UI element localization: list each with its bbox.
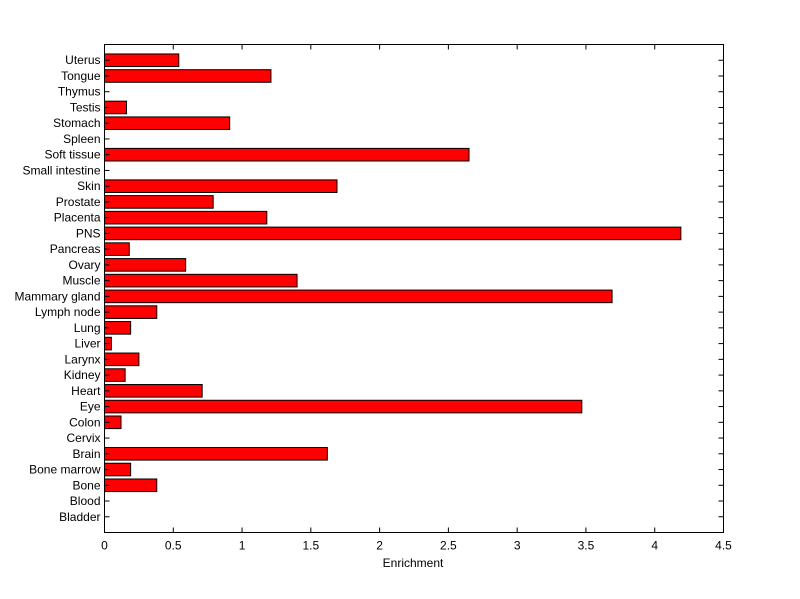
y-tick-label: Prostate bbox=[56, 195, 101, 209]
y-tick-label: Colon bbox=[69, 415, 100, 429]
y-tick-label: Stomach bbox=[53, 116, 100, 130]
y-tick-label: Skin bbox=[77, 179, 100, 193]
x-tick-label: 2.5 bbox=[440, 539, 457, 553]
y-tick-label: Cervix bbox=[66, 431, 100, 445]
y-tick-label: Bladder bbox=[59, 510, 100, 524]
bar-skin bbox=[104, 179, 338, 193]
bar-muscle bbox=[104, 273, 298, 288]
bar-stomach bbox=[104, 116, 231, 131]
plot-frame bbox=[104, 44, 724, 533]
bar-mammary-gland bbox=[104, 289, 613, 304]
bar-ovary bbox=[104, 258, 187, 272]
y-tick-label: Brain bbox=[72, 447, 100, 461]
x-tick-label: 4 bbox=[651, 539, 658, 553]
bar-uterus bbox=[104, 53, 180, 68]
y-tick-label: Larynx bbox=[64, 352, 100, 366]
bar-larynx bbox=[104, 352, 140, 367]
bar-tongue bbox=[104, 69, 272, 83]
y-tick-label: Lymph node bbox=[35, 305, 101, 319]
y-tick-label: PNS bbox=[76, 226, 101, 240]
x-tick-label: 2 bbox=[376, 539, 383, 553]
y-tick-label: Testis bbox=[70, 100, 101, 114]
y-tick-label: Lung bbox=[74, 321, 101, 335]
y-tick-label: Kidney bbox=[64, 368, 101, 382]
y-tick-label: Small intestine bbox=[22, 163, 100, 177]
x-tick-label: 0.5 bbox=[165, 539, 182, 553]
bar-brain bbox=[104, 446, 328, 461]
y-tick-label: Tongue bbox=[61, 69, 101, 83]
y-tick-label: Pancreas bbox=[50, 242, 101, 256]
bar-soft-tissue bbox=[104, 147, 470, 162]
x-tick-label: 4.5 bbox=[715, 539, 732, 553]
bar-placenta bbox=[104, 210, 268, 225]
x-tick-label: 3.5 bbox=[578, 539, 595, 553]
x-tick-label: 1.5 bbox=[302, 539, 319, 553]
y-tick-label: Liver bbox=[74, 337, 100, 351]
y-tick-label: Ovary bbox=[68, 258, 100, 272]
y-tick-label: Thymus bbox=[58, 85, 101, 99]
bar-bone bbox=[104, 478, 158, 493]
y-tick-label: Muscle bbox=[62, 274, 100, 288]
y-tick-label: Blood bbox=[70, 494, 101, 508]
y-tick-label: Eye bbox=[80, 400, 101, 414]
bar-prostate bbox=[104, 195, 214, 209]
y-tick-label: Soft tissue bbox=[44, 148, 100, 162]
x-axis: 0 0.5 1 1.5 2 2.5 3 3.5 4 4.5 bbox=[101, 44, 732, 553]
x-axis-label: Enrichment bbox=[383, 556, 444, 570]
bar-eye bbox=[104, 399, 583, 414]
bar-pns bbox=[104, 226, 682, 241]
y-tick-label: Spleen bbox=[63, 132, 100, 146]
y-tick-label: Bone marrow bbox=[29, 463, 101, 477]
bars-group bbox=[104, 53, 682, 493]
x-tick-label: 0 bbox=[101, 539, 108, 553]
y-tick-label: Heart bbox=[71, 384, 101, 398]
y-tick-label: Bone bbox=[72, 478, 100, 492]
y-tick-label: Mammary gland bbox=[14, 289, 100, 303]
x-tick-label: 3 bbox=[514, 539, 521, 553]
y-tick-label: Uterus bbox=[65, 53, 100, 67]
y-tick-label: Placenta bbox=[54, 211, 101, 225]
bar-lymph-node bbox=[104, 305, 158, 319]
bar-heart bbox=[104, 384, 203, 398]
x-tick-label: 1 bbox=[239, 539, 246, 553]
